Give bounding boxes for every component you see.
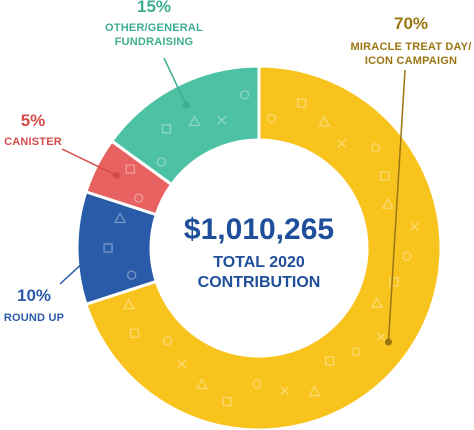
- slice-category-label-3: FUNDRAISING: [115, 36, 194, 48]
- texture-mark: [126, 270, 137, 280]
- texture-mark: [188, 114, 201, 127]
- slice-percent-label-3: 15%: [137, 0, 171, 16]
- texture-mark: [222, 396, 232, 407]
- donut-slices: [75, 64, 443, 430]
- total-label-line2: CONTRIBUTION: [198, 274, 321, 291]
- leader-dot-3: [182, 101, 190, 109]
- slice-percent-label-0: 70%: [394, 14, 428, 33]
- texture-mark: [217, 115, 227, 125]
- slice-percent-label-1: 10%: [17, 286, 51, 305]
- texture-mark: [380, 171, 390, 181]
- slice-category-label-0: MIRACLE TREAT DAY/: [351, 41, 472, 53]
- texture-mark: [103, 243, 113, 253]
- texture-mark: [195, 378, 209, 390]
- texture-mark: [129, 328, 140, 339]
- texture-mark: [325, 356, 335, 366]
- center-text: $1,010,265 TOTAL 2020 CONTRIBUTION: [182, 212, 335, 292]
- slice-labels: 70% MIRACLE TREAT DAY/ICON CAMPAIGN 10% ROU…: [4, 0, 472, 324]
- texture-mark: [134, 193, 144, 203]
- leader-lines: [59, 57, 406, 346]
- texture-mark: [376, 332, 386, 342]
- leader-line-2: [61, 148, 117, 177]
- slice-category-label-0: ICON CAMPAIGN: [365, 55, 457, 67]
- slice-percent-label-2: 5%: [21, 111, 46, 130]
- leader-dot-0: [384, 338, 392, 346]
- total-label-line1: TOTAL 2020: [213, 254, 305, 271]
- texture-mark: [113, 212, 127, 224]
- texture-mark: [337, 139, 347, 149]
- slice-0: [84, 64, 443, 430]
- texture-mark: [125, 164, 136, 174]
- texture-mark: [389, 277, 399, 287]
- texture-mark: [162, 335, 173, 346]
- texture-mark: [409, 222, 419, 232]
- texture-mark: [318, 115, 331, 127]
- total-amount: $1,010,265: [184, 213, 334, 246]
- texture-mark: [351, 347, 361, 357]
- slice-category-label-1: ROUND UP: [4, 312, 64, 324]
- texture-mark: [122, 298, 135, 310]
- texture-mark: [161, 124, 172, 134]
- texture-mark: [280, 386, 290, 396]
- slice-texture: [103, 90, 419, 407]
- leader-dot-1: [95, 244, 103, 252]
- slice-3: [109, 64, 261, 187]
- leader-line-1: [59, 247, 100, 285]
- slice-category-label-2: CANISTER: [4, 136, 62, 148]
- texture-mark: [370, 296, 384, 308]
- texture-mark: [381, 197, 395, 209]
- slice-category-label-3: OTHER/GENERAL: [105, 22, 203, 34]
- texture-mark: [266, 113, 277, 124]
- texture-mark: [370, 142, 381, 153]
- texture-mark: [177, 359, 187, 369]
- leader-line-0: [387, 69, 406, 343]
- texture-mark: [308, 385, 321, 397]
- leader-line-3: [163, 57, 188, 106]
- texture-mark: [252, 379, 262, 389]
- texture-mark: [402, 251, 412, 261]
- texture-mark: [239, 90, 250, 100]
- texture-mark: [296, 98, 307, 108]
- leader-dot-2: [112, 171, 120, 179]
- texture-mark: [156, 157, 167, 167]
